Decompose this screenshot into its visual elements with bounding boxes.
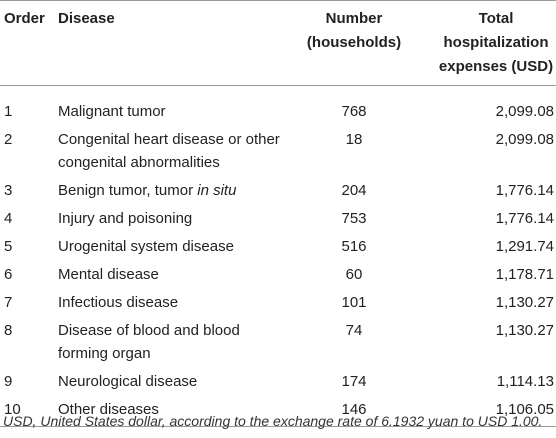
expenses-cell: 1,114.13 bbox=[496, 373, 554, 390]
order-cell: 5 bbox=[4, 238, 13, 255]
header-text: hospitalization bbox=[443, 34, 549, 51]
number-cell: 768 bbox=[341, 103, 367, 120]
expenses-cell: 2,099.08 bbox=[495, 103, 554, 120]
header-text: Order bbox=[4, 10, 45, 27]
number-cell: 18 bbox=[345, 131, 363, 148]
expenses-cell: 1,106.05 bbox=[495, 401, 554, 418]
order-cell: 1 bbox=[4, 103, 13, 120]
expenses-cell: 1,178.71 bbox=[495, 266, 554, 283]
table-body: 1 Malignant tumor 768 2,099.08 2 Congenital h… bbox=[0, 86, 556, 427]
disease-text: Infectious disease bbox=[58, 294, 179, 311]
table-row: 4 Injury and poisoning 753 1,776.14 bbox=[0, 205, 556, 233]
number-cell: 204 bbox=[341, 182, 367, 199]
table-row: 2 Congenital heart disease or other conge… bbox=[0, 126, 556, 177]
header-row: Order Disease Number (households) Total hospi… bbox=[0, 0, 556, 86]
disease-cell: Injury and poisoning bbox=[54, 205, 284, 233]
table-row: 5 Urogenital system disease 516 1,291.74 bbox=[0, 233, 556, 261]
disease-cell: Disease of blood and blood forming organ bbox=[54, 317, 284, 368]
disease-cell: Other diseases bbox=[54, 396, 284, 427]
table-row: 6 Mental disease 60 1,178.71 bbox=[0, 261, 556, 289]
order-cell: 3 bbox=[4, 182, 13, 199]
table-row: 8 Disease of blood and blood forming orga… bbox=[0, 317, 556, 368]
header-text: expenses (USD) bbox=[438, 58, 554, 75]
expenses-cell: 1,776.14 bbox=[495, 182, 554, 199]
order-cell: 4 bbox=[4, 210, 13, 227]
order-cell: 6 bbox=[4, 266, 13, 283]
number-cell: 74 bbox=[345, 322, 363, 339]
number-cell: 146 bbox=[341, 401, 367, 418]
header-cell: Order bbox=[0, 1, 54, 86]
disease-text: Other diseases bbox=[58, 401, 159, 418]
disease-cell: Congenital heart disease or other congen… bbox=[54, 126, 284, 177]
disease-cell: Neurological disease bbox=[54, 368, 284, 396]
number-cell: 101 bbox=[341, 294, 367, 311]
expenses-cell: 1,776.14 bbox=[495, 210, 554, 227]
table-row: 3 Benign tumor, tumor in situ 204 1,776.14 bbox=[0, 177, 556, 205]
disease-text: Benign tumor, tumor bbox=[58, 182, 198, 199]
number-cell: 60 bbox=[345, 266, 363, 283]
expenses-cell: 2,099.08 bbox=[495, 131, 554, 148]
disease-text: Congenital heart disease or other congen… bbox=[58, 131, 280, 171]
disease-cell: Mental disease bbox=[54, 261, 284, 289]
disease-text: Mental disease bbox=[58, 266, 159, 283]
order-cell: 8 bbox=[4, 322, 13, 339]
disease-cell: Infectious disease bbox=[54, 289, 284, 317]
disease-text: Neurological disease bbox=[58, 373, 198, 390]
header-cell: Disease bbox=[54, 1, 284, 86]
header-text: (households) bbox=[306, 34, 402, 51]
order-cell: 2 bbox=[4, 131, 13, 148]
order-cell: 10 bbox=[4, 401, 21, 418]
expenses-cell: 1,130.27 bbox=[495, 322, 554, 339]
expenses-cell: 1,291.74 bbox=[495, 238, 554, 255]
header-text: Total bbox=[478, 10, 514, 27]
footnote: USD, United States dollar, according to … bbox=[3, 413, 543, 429]
header-cell: Number (households) bbox=[284, 1, 424, 86]
disease-cell: Malignant tumor bbox=[54, 86, 284, 127]
disease-text: Malignant tumor bbox=[58, 103, 166, 120]
disease-text: in situ bbox=[197, 182, 237, 199]
disease-text: Urogenital system disease bbox=[58, 238, 234, 255]
disease-text: Injury and poisoning bbox=[58, 210, 193, 227]
header-cell: Total hospitalization expenses (USD) bbox=[424, 1, 556, 86]
data-table: Order Disease Number (households) Total hospi… bbox=[0, 0, 556, 427]
disease-cell: Urogenital system disease bbox=[54, 233, 284, 261]
expenses-cell: 1,130.27 bbox=[495, 294, 554, 311]
table-row: 1 Malignant tumor 768 2,099.08 bbox=[0, 86, 556, 127]
number-cell: 753 bbox=[341, 210, 367, 227]
header-text: Disease bbox=[58, 10, 115, 27]
table-row: 7 Infectious disease 101 1,130.27 bbox=[0, 289, 556, 317]
order-cell: 7 bbox=[4, 294, 13, 311]
table-row: 10 Other diseases 146 1,106.05 bbox=[0, 396, 556, 427]
disease-text: Disease of blood and blood forming organ bbox=[58, 322, 240, 362]
disease-cell: Benign tumor, tumor in situ bbox=[54, 177, 284, 205]
number-cell: 174 bbox=[341, 373, 367, 390]
header-text: Number bbox=[325, 10, 383, 27]
table-row: 9 Neurological disease 174 1,114.13 bbox=[0, 368, 556, 396]
number-cell: 516 bbox=[341, 238, 367, 255]
order-cell: 9 bbox=[4, 373, 13, 390]
